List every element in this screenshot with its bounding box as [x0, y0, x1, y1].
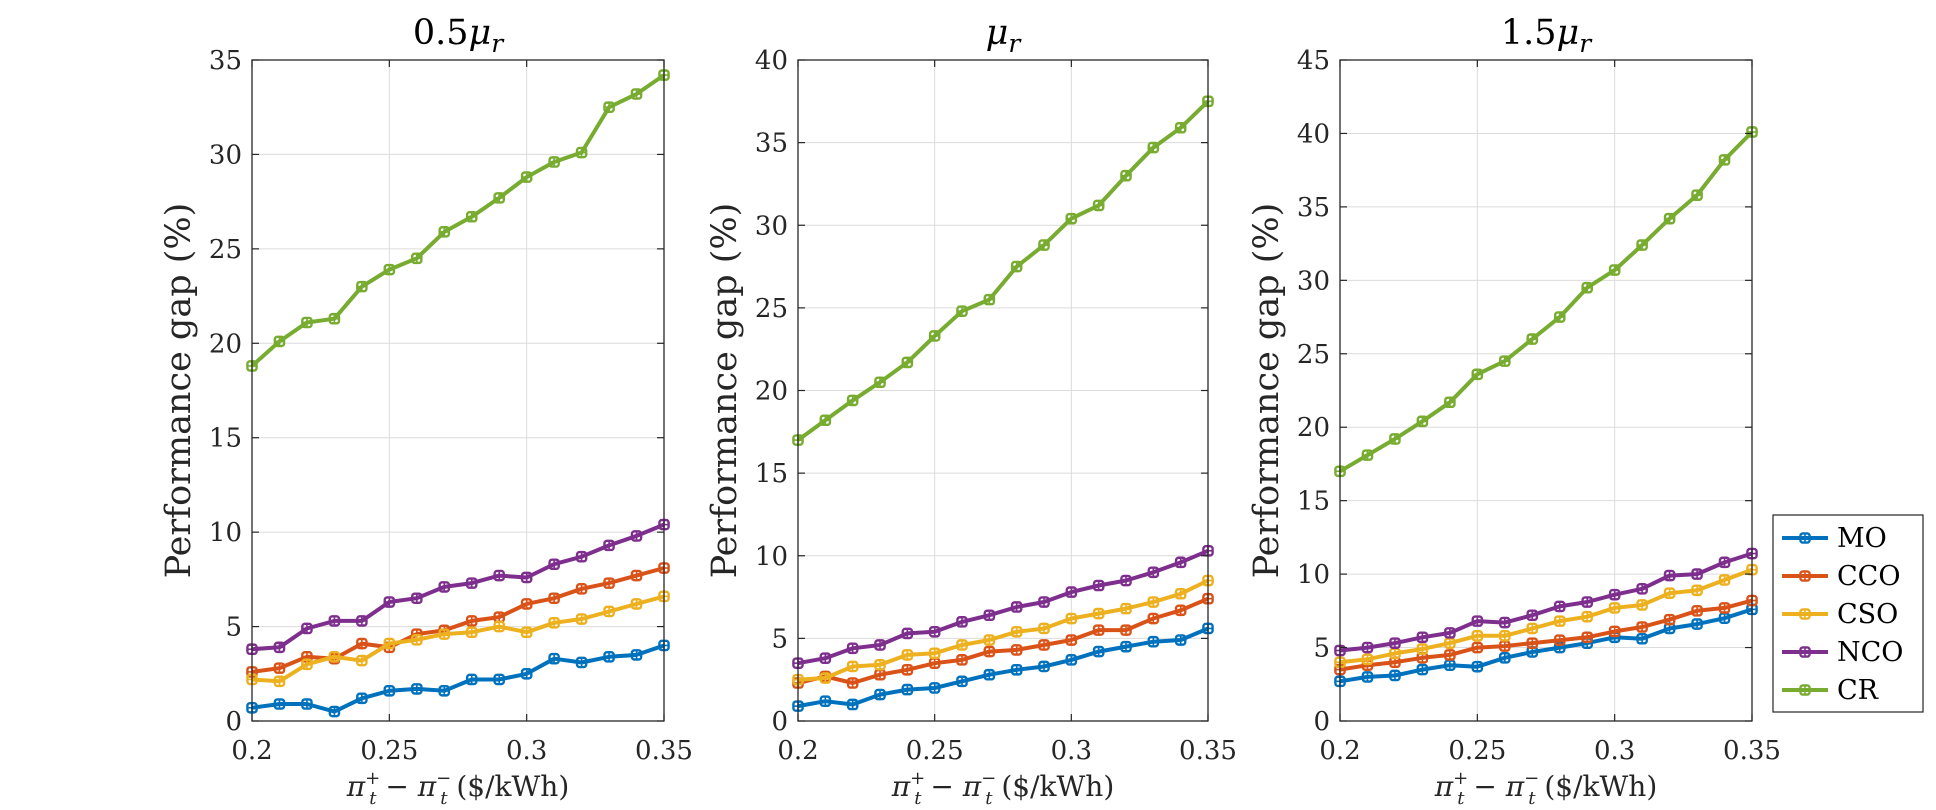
y-tick-label: 40 — [755, 46, 788, 76]
series-line-cr — [796, 99, 1210, 442]
axes-box — [251, 59, 665, 722]
y-tick-label: 25 — [209, 235, 242, 265]
panel-title: 0.5μr — [413, 13, 505, 58]
y-axis-label: Performance gap (%) — [1247, 203, 1287, 579]
x-tick-label: 0.35 — [1723, 736, 1781, 766]
series-line-cco — [1339, 598, 1753, 672]
x-tick-label: 0.35 — [1179, 736, 1237, 766]
y-tick-label: 25 — [755, 294, 788, 324]
y-tick-label: 0 — [1313, 707, 1330, 737]
series-line-mo — [251, 643, 665, 714]
axes-box — [1339, 59, 1753, 722]
y-tick-label: 15 — [209, 424, 242, 454]
y-tick-label: 40 — [1297, 119, 1330, 149]
x-tick-label: 0.2 — [231, 736, 272, 766]
x-tick-label: 0.25 — [1448, 736, 1506, 766]
y-tick-label: 35 — [755, 129, 788, 159]
y-tick-label: 0 — [771, 707, 788, 737]
y-tick-label: 10 — [1297, 560, 1330, 590]
legend-label-cso: CSO — [1837, 599, 1898, 630]
x-axis-label: π+ t − π− t ($/kWh) — [891, 768, 1115, 809]
series-line-mo — [1339, 607, 1753, 684]
y-tick-label: 30 — [755, 211, 788, 241]
y-tick-label: 10 — [755, 542, 788, 572]
y-tick-label: 30 — [1297, 266, 1330, 296]
series-line-cso — [251, 594, 665, 684]
subplot-half-mu: 0.2 0.25 0.3 0.35 0 5 10 15 20 25 30 35 Performance … — [159, 13, 693, 809]
subplot-mu: 0.2 0.25 0.3 0.35 0 5 10 15 20 25 30 35 40 Performanc… — [705, 13, 1237, 809]
y-tick-label: 5 — [771, 624, 788, 654]
legend-label-mo: MO — [1837, 523, 1887, 554]
legend-label-cco: CCO — [1837, 561, 1900, 592]
y-tick-label: 10 — [209, 518, 242, 548]
y-tick-label: 20 — [1297, 413, 1330, 443]
x-axis-label: π+ t − π− t ($/kWh) — [346, 768, 570, 809]
y-tick-label: 0 — [225, 707, 242, 737]
y-tick-label: 35 — [1297, 193, 1330, 223]
legend: MO CCO CSO NCO CR — [1772, 514, 1924, 713]
legend-box — [1772, 514, 1924, 713]
x-tick-label: 0.25 — [906, 736, 964, 766]
y-tick-label: 20 — [209, 329, 242, 359]
legend-label-cr: CR — [1837, 675, 1879, 706]
series-line-nco — [251, 522, 665, 652]
x-tick-label: 0.2 — [777, 736, 818, 766]
subplot-one-and-half-mu: 0.2 0.25 0.3 0.35 0 5 10 15 20 25 30 35 40 45 Performa… — [1247, 13, 1781, 809]
y-tick-label: 5 — [225, 613, 242, 643]
x-axis-label: π+ t − π− t ($/kWh) — [1434, 768, 1658, 809]
series-line-cr — [1338, 130, 1754, 474]
series-line-nco — [797, 548, 1209, 666]
x-tick-label: 0.3 — [1594, 736, 1635, 766]
x-tick-label: 0.25 — [360, 736, 418, 766]
y-tick-label: 5 — [1313, 634, 1330, 664]
plot-area — [252, 60, 664, 721]
y-tick-label: 15 — [755, 459, 788, 489]
series-line-nco — [1339, 551, 1753, 653]
series-line-cso — [1339, 567, 1753, 665]
series-line-cr — [250, 73, 666, 368]
y-tick-label: 25 — [1297, 340, 1330, 370]
y-axis-label: Performance gap (%) — [159, 203, 199, 579]
plot-area — [1340, 60, 1752, 721]
panel-title: μr — [986, 13, 1023, 58]
y-tick-label: 35 — [209, 46, 242, 76]
y-tick-label: 30 — [209, 140, 242, 170]
x-tick-label: 0.3 — [506, 736, 547, 766]
legend-label-nco: NCO — [1837, 637, 1903, 668]
series-line-cso — [797, 578, 1209, 682]
y-axis-label: Performance gap (%) — [705, 203, 745, 579]
x-tick-label: 0.2 — [1319, 736, 1360, 766]
series-line-cco — [797, 596, 1209, 685]
x-tick-label: 0.35 — [635, 736, 693, 766]
series-line-cco — [251, 566, 665, 674]
x-tick-label: 0.3 — [1051, 736, 1092, 766]
series-line-mo — [797, 626, 1209, 709]
y-tick-label: 45 — [1297, 46, 1330, 76]
panel-title: 1.5μr — [1501, 13, 1593, 58]
y-tick-label: 15 — [1297, 487, 1330, 517]
y-tick-label: 20 — [755, 377, 788, 407]
